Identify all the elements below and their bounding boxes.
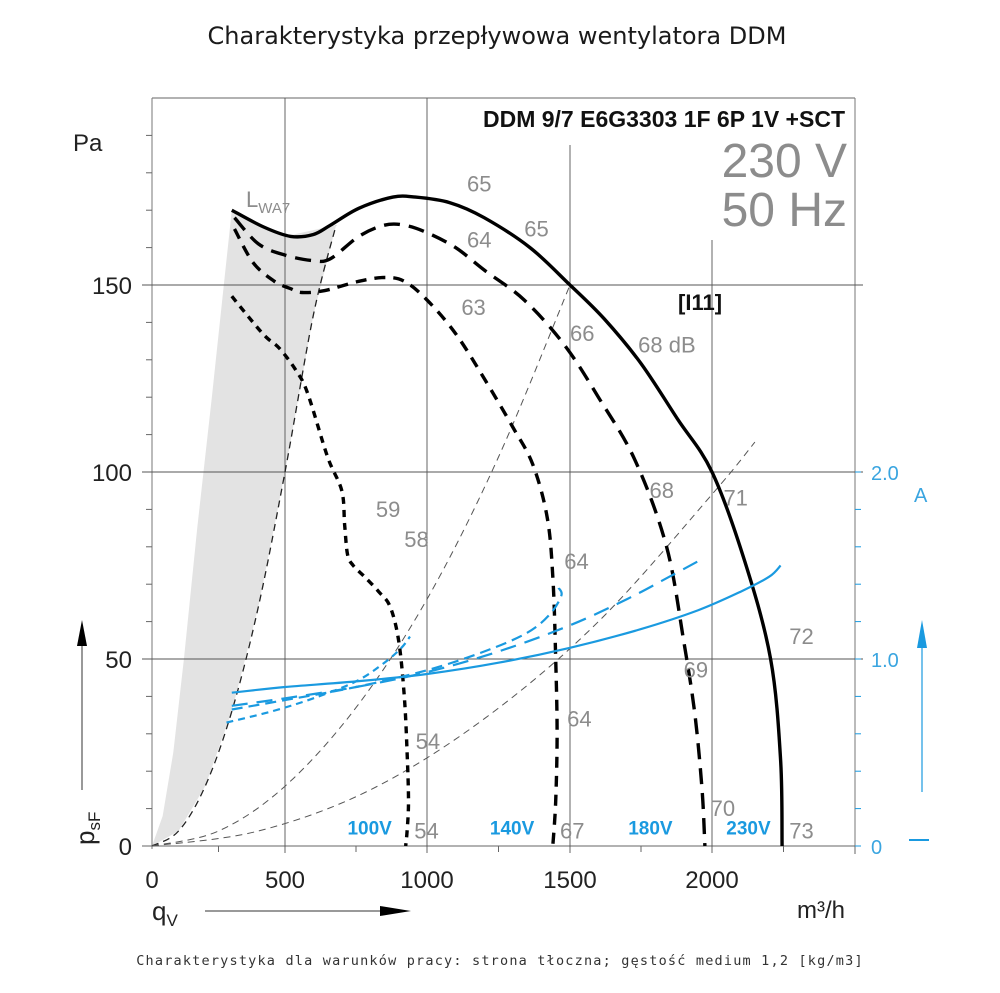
y-tick-label: 50 [105, 647, 132, 674]
pressure-curve-180V [233, 216, 707, 847]
voltage-curve-label: 180V [628, 819, 673, 840]
current-curve-230V [231, 564, 782, 694]
voltage-label: 230 V [722, 135, 847, 188]
chart-caption: Charakterystyka dla warunków pracy: stro… [136, 953, 864, 969]
db-label: 72 [789, 624, 813, 649]
db-label: 69 [684, 658, 708, 683]
x-axis-arrow-head [380, 906, 411, 916]
current-curve-140V [231, 587, 563, 711]
voltage-curve-label: 140V [490, 819, 535, 840]
db-label: 68 dB [638, 332, 696, 357]
y-tick-label: 0 [119, 834, 132, 861]
curve-id: [I11] [678, 290, 722, 315]
y2-tick-label: 1.0 [871, 650, 899, 672]
y-axis-label: psF [70, 812, 104, 845]
y-axis-arrow-head [77, 620, 87, 646]
db-label: 68 [650, 478, 674, 503]
lwa-sub: WA7 [258, 200, 290, 217]
y-label-main: p [70, 831, 100, 845]
y2-tick-label: 0 [871, 837, 882, 859]
voltage-curve-label: 230V [726, 819, 771, 840]
y-tick-label: 100 [92, 460, 132, 487]
db-label: 65 [467, 172, 491, 197]
grid [142, 97, 863, 854]
x-label-main: q [152, 896, 166, 926]
model-name: DDM 9/7 E6G3303 1F 6P 1V +SCT [483, 106, 845, 132]
frequency-label: 50 Hz [722, 184, 847, 237]
db-label: 65 [524, 216, 548, 241]
lwa-shaded-region [152, 210, 337, 846]
db-label: 63 [461, 295, 485, 320]
db-label: 67 [560, 819, 584, 844]
current-curves [226, 558, 782, 724]
x-tick-label: 1000 [400, 867, 453, 894]
x-tick-label: 2000 [685, 867, 738, 894]
y2-tick-label: 2.0 [871, 463, 899, 485]
x-label-sub: V [166, 911, 178, 930]
db-label: 58 [404, 527, 428, 552]
current-curve-100V [226, 635, 411, 724]
y-label-sub: sF [85, 812, 104, 831]
lwa-main: L [246, 187, 258, 212]
current-curve-180V [231, 558, 702, 707]
x-tick-label: 500 [265, 867, 305, 894]
x-tick-label: 0 [145, 867, 158, 894]
db-label: 59 [376, 497, 400, 522]
y2-unit: A [914, 485, 928, 507]
system-curve-boundary [151, 225, 337, 847]
voltage-curve-label: 100V [347, 819, 392, 840]
system-curves [151, 225, 756, 847]
db-label: 66 [570, 321, 594, 346]
db-label: 70 [711, 796, 735, 821]
system-curve-system-1 [151, 284, 571, 847]
lwa-label: LWA7 [246, 187, 290, 217]
db-label: 64 [564, 549, 588, 574]
x-tick-label: 1500 [543, 867, 596, 894]
y-unit: Pa [73, 130, 103, 157]
db-label: 71 [723, 486, 747, 511]
y-tick-label: 150 [92, 273, 132, 300]
x-axis-label: qV [152, 896, 178, 930]
pressure-curves [230, 194, 784, 847]
system-curve-system-2 [151, 441, 756, 847]
pressure-curve-230V [231, 194, 784, 847]
db-label: 54 [414, 819, 438, 844]
db-label: 54 [416, 729, 440, 754]
x-unit: m³/h [797, 897, 845, 924]
chart-title: Charakterystyka przepływowa wentylatora … [208, 22, 787, 50]
db-label: 64 [467, 228, 491, 253]
y2-axis-arrow-head [917, 620, 927, 648]
db-label: 73 [789, 819, 813, 844]
lwa-shade-area [152, 210, 337, 846]
db-label: 64 [567, 706, 591, 731]
